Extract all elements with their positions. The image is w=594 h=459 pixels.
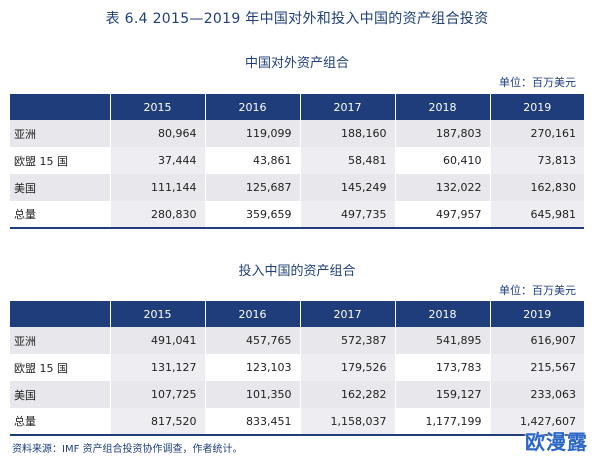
cell-value: 491,041 [109,327,205,354]
cell-value: 215,567 [489,354,584,381]
cell-value: 541,895 [394,327,490,354]
row-label: 亚洲 [10,120,110,147]
cell-value: 457,765 [204,327,300,354]
cell-value: 1,158,037 [299,408,395,436]
row-label: 总量 [10,201,110,229]
table-row: 总量 817,520 833,451 1,158,037 1,177,199 1… [10,408,584,436]
header-year: 2015 [109,94,205,120]
header-year: 2019 [489,301,584,327]
cell-value: 233,063 [489,381,584,408]
watermark-logo: 欧漫露 [525,430,588,454]
table-row: 亚洲 491,041 457,765 572,387 541,895 616,9… [10,327,584,354]
table1-outward-portfolio: 2015 2016 2017 2018 2019 亚洲 80,964 119,0… [10,94,584,229]
row-label: 总量 [10,408,110,436]
cell-value: 73,813 [489,147,584,174]
cell-value: 60,410 [394,147,490,174]
cell-value: 616,907 [489,327,584,354]
cell-value: 833,451 [204,408,300,436]
header-year: 2016 [204,94,300,120]
table-row: 总量 280,830 359,659 497,735 497,957 645,9… [10,201,584,229]
cell-value: 173,783 [394,354,490,381]
cell-value: 179,526 [299,354,395,381]
cell-value: 58,481 [299,147,395,174]
cell-value: 162,282 [299,381,395,408]
cell-value: 125,687 [204,174,300,201]
table2-title: 投入中国的资产组合 [238,264,356,279]
row-label: 亚洲 [10,327,110,354]
cell-value: 645,981 [489,201,584,229]
header-year: 2019 [489,94,584,120]
cell-value: 188,160 [299,120,395,147]
table-row: 亚洲 80,964 119,099 188,160 187,803 270,16… [10,120,584,147]
row-label: 美国 [10,174,110,201]
cell-value: 101,350 [204,381,300,408]
header-blank [10,301,110,327]
header-year: 2016 [204,301,300,327]
row-label: 美国 [10,381,110,408]
table-row: 欧盟 15 国 131,127 123,103 179,526 173,783 … [10,354,584,381]
header-blank [10,94,110,120]
header-year: 2018 [394,301,490,327]
row-label: 欧盟 15 国 [10,354,110,381]
cell-value: 817,520 [109,408,205,436]
cell-value: 270,161 [489,120,584,147]
cell-value: 1,427,607 [489,408,584,436]
table-row: 美国 111,144 125,687 145,249 132,022 162,8… [10,174,584,201]
cell-value: 43,861 [204,147,300,174]
cell-value: 123,103 [204,354,300,381]
cell-value: 359,659 [204,201,300,229]
table-row: 欧盟 15 国 37,444 43,861 58,481 60,410 73,8… [10,147,584,174]
cell-value: 187,803 [394,120,490,147]
cell-value: 497,735 [299,201,395,229]
cell-value: 572,387 [299,327,395,354]
cell-value: 1,177,199 [394,408,490,436]
table1-unit: 单位：百万美元 [499,76,576,89]
cell-value: 497,957 [394,201,490,229]
table-row: 美国 107,725 101,350 162,282 159,127 233,0… [10,381,584,408]
table2-inward-portfolio: 2015 2016 2017 2018 2019 亚洲 491,041 457,… [10,301,584,436]
cell-value: 119,099 [204,120,300,147]
cell-value: 107,725 [109,381,205,408]
table1-title: 中国对外资产组合 [244,56,349,71]
cell-value: 145,249 [299,174,395,201]
header-year: 2017 [299,94,395,120]
table2-unit: 单位：百万美元 [499,284,576,297]
cell-value: 131,127 [109,354,205,381]
source-note: 资料来源：IMF 资产组合投资协作调查，作者统计。 [12,444,243,455]
cell-value: 111,144 [109,174,205,201]
page-title: 表 6.4 2015—2019 年中国对外和投入中国的资产组合投资 [105,11,489,27]
cell-value: 132,022 [394,174,490,201]
row-label: 欧盟 15 国 [10,147,110,174]
cell-value: 280,830 [109,201,205,229]
table2-header-row: 2015 2016 2017 2018 2019 [10,301,584,327]
cell-value: 37,444 [109,147,205,174]
header-year: 2015 [109,301,205,327]
cell-value: 162,830 [489,174,584,201]
cell-value: 80,964 [109,120,205,147]
table1-header-row: 2015 2016 2017 2018 2019 [10,94,584,120]
header-year: 2018 [394,94,490,120]
header-year: 2017 [299,301,395,327]
cell-value: 159,127 [394,381,490,408]
